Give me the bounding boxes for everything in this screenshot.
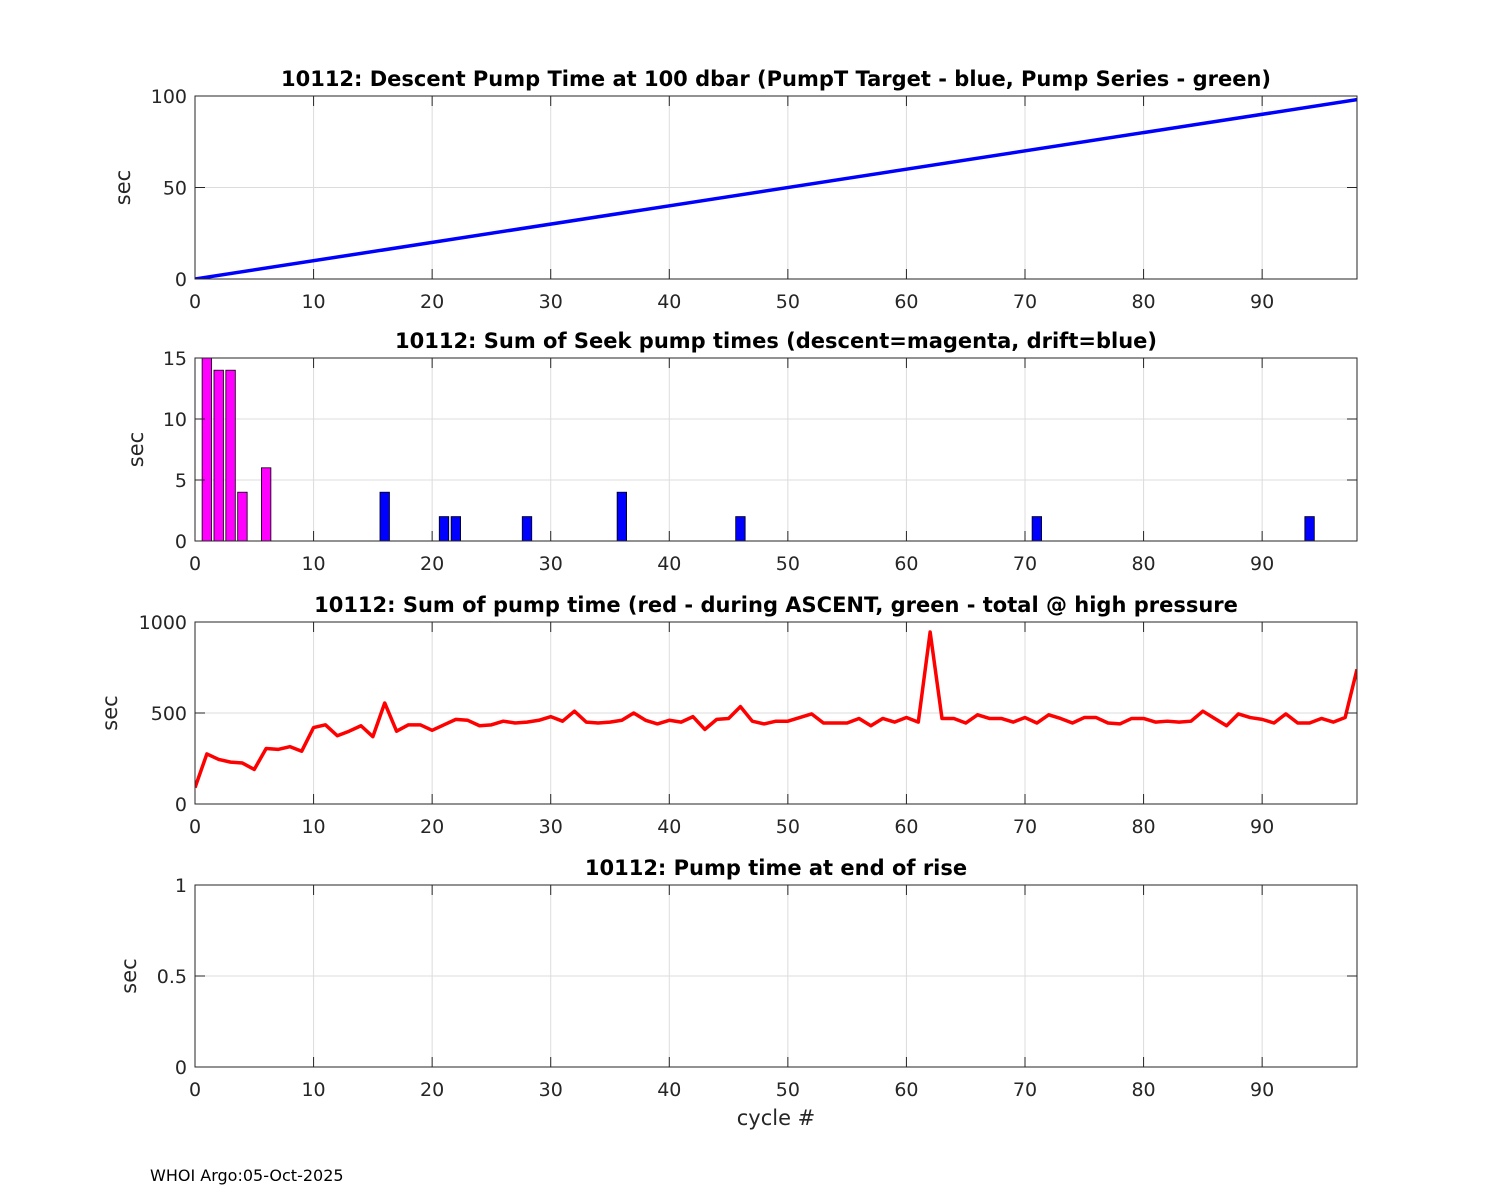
x-tick-label: 40 [657,1079,681,1101]
y-tick-label: 0 [175,531,187,553]
x-tick-label: 90 [1250,553,1274,575]
y-tick-label: 1000 [139,612,187,634]
x-tick-label: 30 [539,291,563,313]
y-tick-label: 100 [151,86,187,108]
bar-series1-cycle-46 [735,516,746,541]
bar-series1-cycle-36 [616,491,627,541]
plot-area [195,358,1357,541]
bar-series0-cycle-4 [237,491,248,541]
x-tick-label: 40 [657,291,681,313]
sum-pump-time-panel: 0 10 20 30 40 50 60 70 80 90 0 500 1000 10112: Sum of… [98,593,1358,838]
data-layer [195,630,1357,789]
x-tick-label: 40 [657,816,681,838]
x-tick-label: 20 [420,553,444,575]
y-tick-label: 15 [163,348,187,370]
x-tick-label: 80 [1131,291,1155,313]
x-tick-label: 80 [1131,816,1155,838]
x-tick-label: 10 [301,1079,325,1101]
y-axis-label: sec [98,695,122,730]
footer-label: WHOI Argo:05-Oct-2025 [150,1166,344,1185]
pump-time-end-rise-panel: 0 10 20 30 40 50 60 70 80 90 0 0.5 1 10112: Pump time… [117,856,1358,1130]
x-tick-label: 0 [189,291,201,313]
x-tick-label: 60 [894,553,918,575]
x-tick-label: 10 [301,291,325,313]
y-tick-label: 10 [163,409,187,431]
bar-series1-cycle-22 [450,516,462,541]
x-tick-label: 80 [1131,553,1155,575]
x-tick-label: 90 [1250,1079,1274,1101]
data-layer [201,358,1315,541]
y-tick-label: 1 [175,875,187,897]
x-tick-label: 60 [894,291,918,313]
bar-series1-cycle-71 [1031,516,1042,541]
y-tick-label: 0 [175,1057,187,1079]
series-line-0 [195,630,1357,789]
bar-series1-cycle-28 [521,516,533,541]
x-tick-label: 0 [189,816,201,838]
panel-title: 10112: Descent Pump Time at 100 dbar (Pu… [281,67,1271,91]
y-axis-label: sec [111,170,135,205]
bar-series1-cycle-16 [379,491,390,541]
bar-series0-cycle-3 [225,369,236,541]
x-tick-label: 80 [1131,1079,1155,1101]
seek-pump-times-panel: 0 10 20 30 40 50 60 70 80 90 0 5 10 15 10112: Sum of S… [124,329,1358,575]
x-tick-label: 60 [894,1079,918,1101]
x-tick-label: 70 [1013,816,1037,838]
x-tick-label: 30 [539,553,563,575]
panel-title: 10112: Pump time at end of rise [585,856,967,880]
bar-series1-cycle-21 [438,516,450,541]
y-tick-label: 0 [175,269,187,291]
x-tick-label: 10 [301,553,325,575]
x-tick-label: 0 [189,1079,201,1101]
x-tick-label: 40 [657,553,681,575]
axes-box [194,357,1358,542]
bar-series1-cycle-94 [1304,516,1315,541]
x-tick-label: 50 [776,291,800,313]
panel-title: 10112: Sum of pump time (red - during AS… [314,593,1238,617]
x-tick-label: 90 [1250,816,1274,838]
x-tick-label: 10 [301,816,325,838]
bar-series0-cycle-2 [213,369,224,541]
x-tick-label: 60 [894,816,918,838]
x-tick-label: 90 [1250,291,1274,313]
x-tick-label: 50 [776,816,800,838]
bar-series0-cycle-1 [201,358,213,541]
y-axis-label: sec [117,958,141,993]
x-tick-label: 0 [189,553,201,575]
descent-pump-time-panel: 0 10 20 30 40 50 60 70 80 90 0 50 100 10112: Descent … [111,67,1358,313]
x-tick-label: 70 [1013,1079,1037,1101]
x-tick-label: 30 [539,816,563,838]
bar-series0-cycle-6 [260,467,272,541]
x-tick-label: 70 [1013,553,1037,575]
x-tick-label: 20 [420,1079,444,1101]
x-tick-label: 50 [776,553,800,575]
x-tick-label: 20 [420,816,444,838]
x-tick-label: 70 [1013,291,1037,313]
x-axis-label: cycle # [737,1106,816,1130]
y-tick-label: 500 [151,703,187,725]
panel-title: 10112: Sum of Seek pump times (descent=m… [395,329,1157,353]
y-tick-label: 0 [175,794,187,816]
y-tick-label: 0.5 [157,966,187,988]
data-layer [195,97,1357,279]
x-tick-label: 50 [776,1079,800,1101]
y-tick-label: 50 [163,178,187,200]
y-tick-label: 5 [175,470,187,492]
x-tick-label: 30 [539,1079,563,1101]
series-line-0 [195,97,1357,279]
y-axis-label: sec [124,432,148,467]
x-tick-label: 20 [420,291,444,313]
